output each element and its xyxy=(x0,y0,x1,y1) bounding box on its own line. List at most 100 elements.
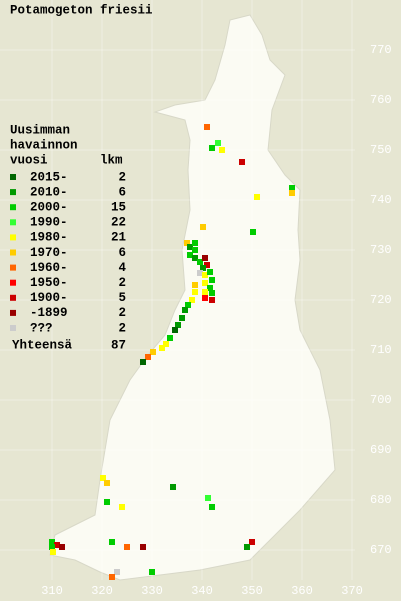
legend-count: 21 xyxy=(111,231,126,245)
record-dot xyxy=(119,504,125,510)
record-dot xyxy=(100,475,106,481)
record-dot xyxy=(184,240,190,246)
record-dot xyxy=(175,322,181,328)
record-dot xyxy=(209,504,215,510)
y-label: 760 xyxy=(370,93,392,107)
records xyxy=(49,124,295,580)
record-dot xyxy=(202,272,208,278)
y-label: 720 xyxy=(370,293,392,307)
y-label: 680 xyxy=(370,493,392,507)
legend-count: 6 xyxy=(118,246,126,260)
legend-label: 2010- xyxy=(30,185,68,199)
y-label: 690 xyxy=(370,443,392,457)
record-dot xyxy=(205,495,211,501)
record-dot xyxy=(104,480,110,486)
legend-column: lkm xyxy=(100,153,123,167)
legend-count: 2 xyxy=(118,276,126,290)
x-label: 340 xyxy=(191,584,213,598)
record-dot xyxy=(179,315,185,321)
legend-swatch xyxy=(10,234,16,241)
record-dot xyxy=(202,295,208,301)
record-dot xyxy=(207,285,213,291)
legend-swatch xyxy=(10,309,16,316)
y-label: 730 xyxy=(370,243,392,257)
record-dot xyxy=(187,252,193,258)
x-label: 360 xyxy=(291,584,313,598)
record-dot xyxy=(239,159,245,165)
record-dot xyxy=(192,240,198,246)
x-label: 350 xyxy=(241,584,263,598)
legend-label: 1980- xyxy=(30,231,68,245)
record-dot xyxy=(202,255,208,261)
y-label: 770 xyxy=(370,43,392,57)
record-dot xyxy=(59,544,65,550)
record-dot xyxy=(140,359,146,365)
record-dot xyxy=(250,229,256,235)
legend-swatch xyxy=(10,279,16,286)
record-dot xyxy=(109,539,115,545)
record-dot xyxy=(172,327,178,333)
record-dot xyxy=(124,544,130,550)
title: Potamogeton friesii xyxy=(10,3,153,17)
record-dot xyxy=(140,544,146,550)
y-label: 740 xyxy=(370,193,392,207)
record-dot xyxy=(49,539,55,545)
legend-swatch xyxy=(10,249,16,256)
record-dot xyxy=(163,341,169,347)
record-dot xyxy=(254,194,260,200)
x-label: 370 xyxy=(341,584,363,598)
record-dot xyxy=(185,302,191,308)
legend-label: 2015- xyxy=(30,170,68,184)
legend-count: 22 xyxy=(111,216,126,230)
record-dot xyxy=(187,244,193,250)
record-dot xyxy=(249,539,255,545)
record-dot xyxy=(182,307,188,313)
x-label: 310 xyxy=(41,584,63,598)
legend-count: 2 xyxy=(118,306,126,320)
legend-swatch xyxy=(10,264,16,271)
total-count: 87 xyxy=(111,338,126,352)
legend-label: ??? xyxy=(30,321,53,335)
record-dot xyxy=(197,259,203,265)
legend-count: 2 xyxy=(118,170,126,184)
record-dot xyxy=(192,282,198,288)
record-dot xyxy=(159,345,165,351)
legend-count: 6 xyxy=(118,185,126,199)
y-label: 710 xyxy=(370,343,392,357)
record-dot xyxy=(244,544,250,550)
legend-count: 15 xyxy=(111,200,126,214)
y-label: 750 xyxy=(370,143,392,157)
legend-label: 1950- xyxy=(30,276,68,290)
record-dot xyxy=(202,280,208,286)
record-dot xyxy=(209,297,215,303)
record-dot xyxy=(189,297,195,303)
record-dot xyxy=(50,549,56,555)
record-dot xyxy=(219,147,225,153)
x-label: 330 xyxy=(141,584,163,598)
legend-swatch xyxy=(10,219,16,226)
record-dot xyxy=(149,569,155,575)
record-dot xyxy=(207,269,213,275)
legend-swatch xyxy=(10,204,16,211)
record-dot xyxy=(192,255,198,261)
record-dot xyxy=(209,145,215,151)
legend-count: 4 xyxy=(118,261,126,275)
record-dot xyxy=(200,265,206,271)
legend-count: 2 xyxy=(118,321,126,335)
record-dot xyxy=(104,499,110,505)
y-label: 700 xyxy=(370,393,392,407)
legend-swatch xyxy=(10,325,16,331)
record-dot xyxy=(109,574,115,580)
legend-label: 1990- xyxy=(30,216,68,230)
record-dot xyxy=(49,544,55,550)
legend-count: 5 xyxy=(118,291,126,305)
record-dot xyxy=(145,354,151,360)
record-dot xyxy=(200,224,206,230)
record-dot xyxy=(215,140,221,146)
record-dot xyxy=(209,290,215,296)
x-label: 320 xyxy=(91,584,113,598)
record-dot xyxy=(202,289,208,295)
legend-label: 1960- xyxy=(30,261,68,275)
legend-label: 1900- xyxy=(30,291,68,305)
